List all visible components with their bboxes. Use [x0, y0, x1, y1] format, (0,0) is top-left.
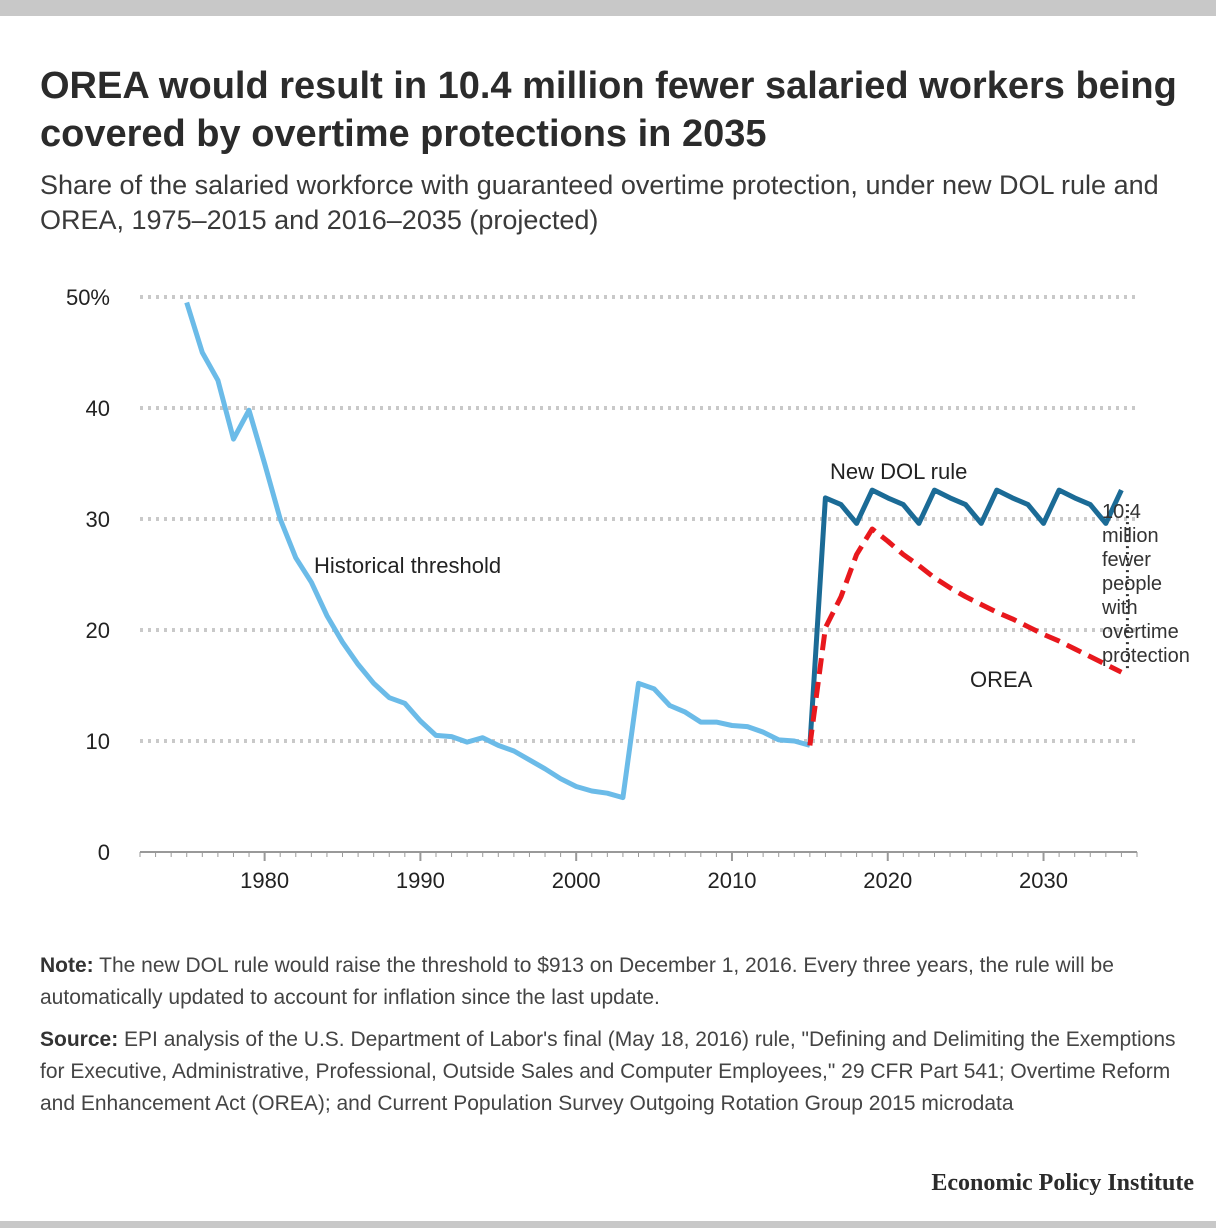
gap-annotation-line: fewer — [1102, 549, 1151, 571]
y-tick-label: 40 — [86, 396, 110, 421]
orea-label: OREA — [970, 667, 1033, 692]
source-text: EPI analysis of the U.S. Department of L… — [40, 1028, 1176, 1115]
x-tick-label: 2000 — [552, 868, 601, 893]
gap-annotation-line: million — [1102, 525, 1159, 547]
gap-annotation-line: with — [1101, 597, 1138, 619]
x-tick-label: 2020 — [863, 868, 912, 893]
chart-title: OREA would result in 10.4 million fewer … — [40, 65, 1177, 155]
gap-annotation-line: protection — [1102, 645, 1190, 667]
gap-annotation-line: 10.4 — [1102, 501, 1141, 523]
new-dol-rule-line — [807, 487, 1124, 746]
y-tick-label: 0 — [98, 840, 110, 865]
top-border — [0, 0, 1216, 16]
historical-threshold-label: Historical threshold — [314, 553, 501, 578]
orea-line — [807, 526, 1123, 746]
y-tick-label: 30 — [86, 507, 110, 532]
source: Source: EPI analysis of the U.S. Departm… — [40, 1024, 1190, 1120]
chart-subtitle: Share of the salaried workforce with gua… — [40, 170, 1159, 235]
bottom-border — [0, 1221, 1216, 1228]
gap-annotation-line: people — [1102, 573, 1162, 595]
y-tick-label: 50% — [66, 285, 110, 310]
historical-threshold-line — [184, 301, 811, 801]
new-dol-rule-label: New DOL rule — [830, 459, 967, 484]
note: Note: The new DOL rule would raise the t… — [40, 950, 1190, 1014]
brand-logo-text: Economic Policy Institute — [931, 1170, 1194, 1196]
x-tick-label: 2010 — [707, 868, 756, 893]
note-text: The new DOL rule would raise the thresho… — [40, 954, 1114, 1009]
x-tick-label: 2030 — [1019, 868, 1068, 893]
source-lead: Source: — [40, 1028, 119, 1051]
note-lead: Note: — [40, 954, 94, 977]
gap-annotation-line: overtime — [1102, 621, 1179, 643]
y-tick-label: 20 — [86, 618, 110, 643]
x-tick-label: 1990 — [396, 868, 445, 893]
y-tick-label: 10 — [86, 729, 110, 754]
x-tick-label: 1980 — [240, 868, 289, 893]
